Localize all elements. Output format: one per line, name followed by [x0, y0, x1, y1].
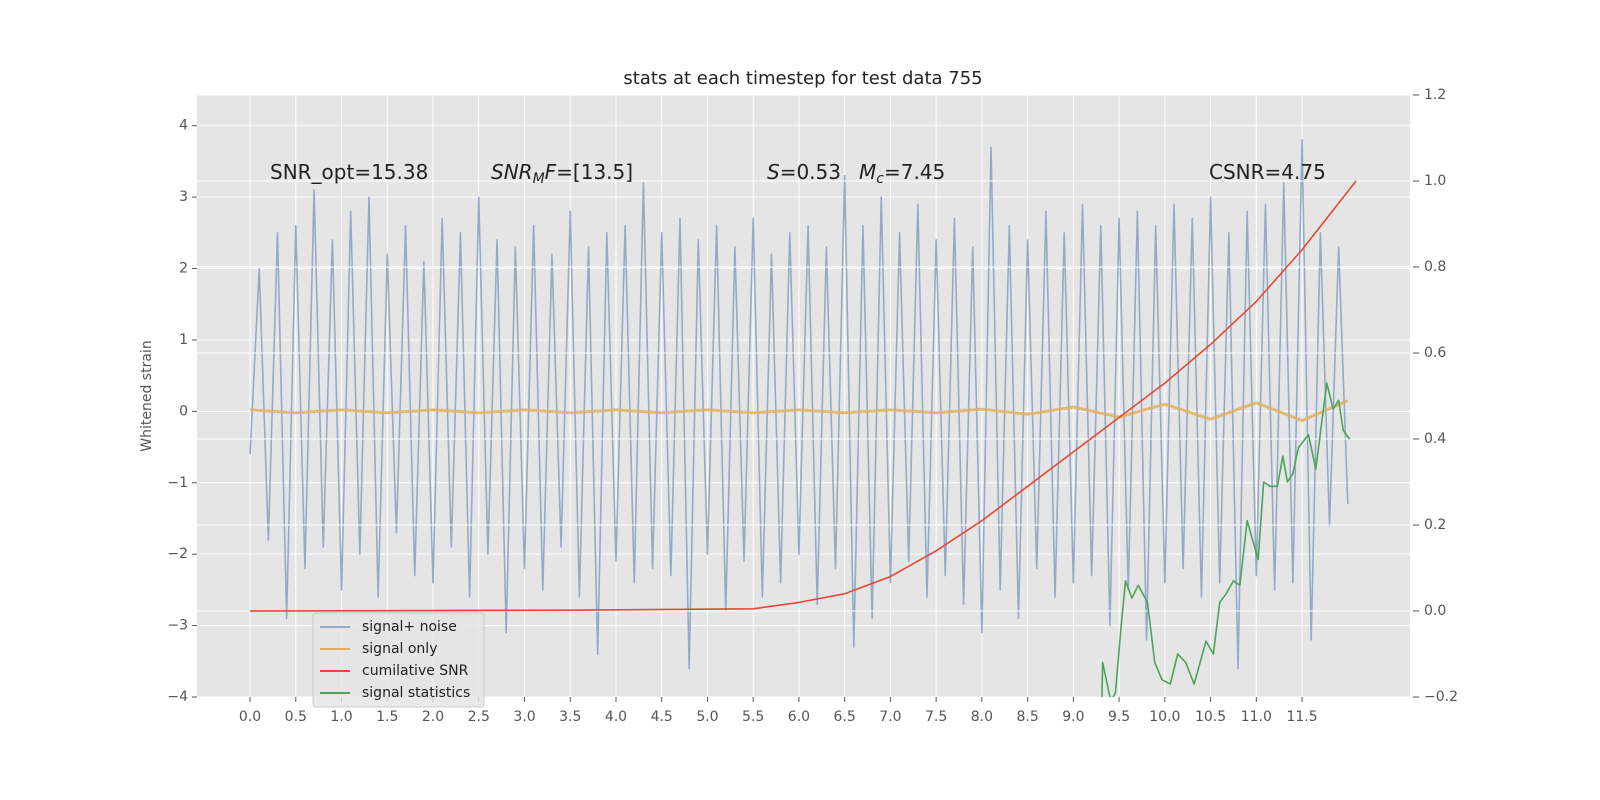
annotation-part: c — [876, 171, 884, 187]
series-line — [249, 139, 1349, 670]
x-tick-label: 0.0 — [239, 709, 261, 725]
legend-box — [312, 612, 485, 708]
y2-tick-label: 1.2 — [1424, 87, 1446, 103]
y2-tick-label: 0.4 — [1424, 431, 1446, 447]
annotation-part: M — [533, 171, 545, 187]
x-tick-label: 6.5 — [834, 709, 856, 725]
annotation: SNR_opt=15.38 — [270, 160, 428, 184]
y-tick-label: −1 — [167, 475, 188, 491]
x-tick-label: 4.0 — [605, 709, 627, 725]
y-tick-label: −3 — [167, 618, 188, 634]
x-tick-label: 5.0 — [696, 709, 718, 725]
annotation: SNRMF=[13.5] — [491, 160, 633, 188]
x-tick-label: 3.5 — [559, 709, 581, 725]
series-line — [1101, 382, 1351, 697]
y-tick-label: −2 — [167, 546, 188, 562]
annotation-part: M — [859, 160, 876, 184]
annotation: CSNR=4.75 — [1209, 160, 1326, 184]
x-tick-label: 2.0 — [422, 709, 444, 725]
annotation-part: =[13.5] — [556, 160, 633, 184]
x-tick-label: 10.0 — [1149, 709, 1180, 725]
legend-label: signal only — [362, 641, 437, 657]
y-tick-label: 2 — [179, 261, 188, 277]
series-line — [249, 399, 1349, 423]
x-tick-label: 9.5 — [1108, 709, 1130, 725]
annotation-part: CSNR=4.75 — [1209, 160, 1326, 184]
y-tick-label: 0 — [179, 403, 188, 419]
y2-tick-label: 0.8 — [1424, 259, 1446, 275]
x-tick-label: 7.5 — [925, 709, 947, 725]
annotation-part: =7.45 — [884, 160, 945, 184]
x-tick-label: 9.0 — [1062, 709, 1084, 725]
y-tick-label: 3 — [179, 189, 188, 205]
x-tick-label: 11.0 — [1241, 709, 1272, 725]
annotation-part: =0.53 — [780, 160, 841, 184]
annotation: S=0.53 — [767, 160, 841, 184]
x-tick-label: 11.5 — [1286, 709, 1317, 725]
chart-title: stats at each timestep for test data 755 — [623, 68, 982, 89]
y-axis-label: Whitened strain — [139, 340, 155, 451]
legend-label: signal statistics — [362, 685, 470, 701]
x-tick-label: 1.5 — [376, 709, 398, 725]
y2-tick-label: 0.2 — [1424, 517, 1446, 533]
y2-tick-label: 1.0 — [1424, 173, 1446, 189]
annotation: Mc=7.45 — [859, 160, 945, 188]
legend-label: signal+ noise — [362, 619, 457, 635]
x-tick-label: 8.5 — [1016, 709, 1038, 725]
annotation-part: S — [767, 160, 780, 184]
x-tick-label: 1.0 — [330, 709, 352, 725]
y-tick-label: −4 — [167, 689, 188, 705]
y2-tick-label: −0.2 — [1424, 689, 1458, 705]
x-tick-label: 5.5 — [742, 709, 764, 725]
y-tick-label: 4 — [179, 118, 188, 134]
y2-tick-label: 0.6 — [1424, 345, 1446, 361]
x-tick-label: 3.0 — [513, 709, 535, 725]
x-tick-label: 0.5 — [285, 709, 307, 725]
x-tick-label: 6.0 — [788, 709, 810, 725]
x-tick-label: 10.5 — [1195, 709, 1226, 725]
legend-label: cumilative SNR — [362, 663, 469, 679]
annotation-part: F — [545, 160, 557, 184]
x-tick-label: 7.0 — [879, 709, 901, 725]
series-line — [250, 180, 1357, 612]
x-tick-label: 2.5 — [468, 709, 490, 725]
annotation-part: SNR_opt=15.38 — [270, 160, 428, 184]
x-tick-label: 8.0 — [971, 709, 993, 725]
y-tick-label: 1 — [179, 332, 188, 348]
x-tick-label: 4.5 — [651, 709, 673, 725]
y2-tick-label: 0.0 — [1424, 603, 1446, 619]
annotation-part: SNR — [491, 160, 533, 184]
